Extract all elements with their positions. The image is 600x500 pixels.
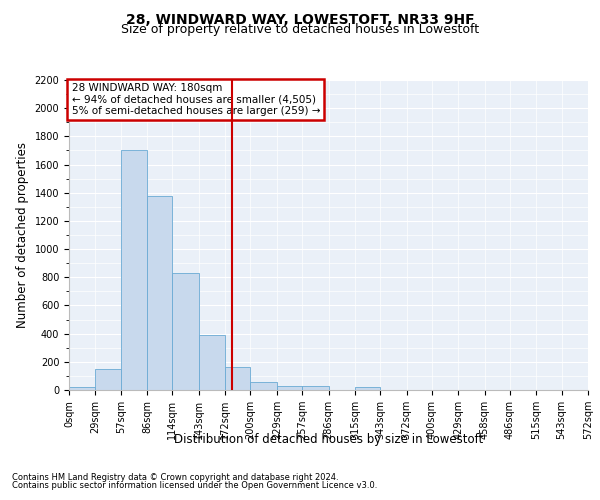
Bar	[95, 369, 121, 390]
Bar	[302, 386, 329, 390]
Bar	[250, 382, 277, 390]
Text: Distribution of detached houses by size in Lowestoft: Distribution of detached houses by size …	[174, 432, 484, 446]
Bar	[355, 387, 380, 390]
Y-axis label: Number of detached properties: Number of detached properties	[16, 142, 29, 328]
Text: 28 WINDWARD WAY: 180sqm
← 94% of detached houses are smaller (4,505)
5% of semi-: 28 WINDWARD WAY: 180sqm ← 94% of detache…	[71, 83, 320, 116]
Bar	[69, 387, 95, 390]
Text: 28, WINDWARD WAY, LOWESTOFT, NR33 9HF: 28, WINDWARD WAY, LOWESTOFT, NR33 9HF	[125, 12, 475, 26]
Bar	[121, 150, 147, 390]
Text: Contains public sector information licensed under the Open Government Licence v3: Contains public sector information licen…	[12, 481, 377, 490]
Text: Size of property relative to detached houses in Lowestoft: Size of property relative to detached ho…	[121, 22, 479, 36]
Bar	[277, 386, 302, 390]
Text: Contains HM Land Registry data © Crown copyright and database right 2024.: Contains HM Land Registry data © Crown c…	[12, 472, 338, 482]
Bar	[225, 368, 250, 390]
Bar	[172, 273, 199, 390]
Bar	[199, 335, 225, 390]
Bar	[147, 196, 172, 390]
